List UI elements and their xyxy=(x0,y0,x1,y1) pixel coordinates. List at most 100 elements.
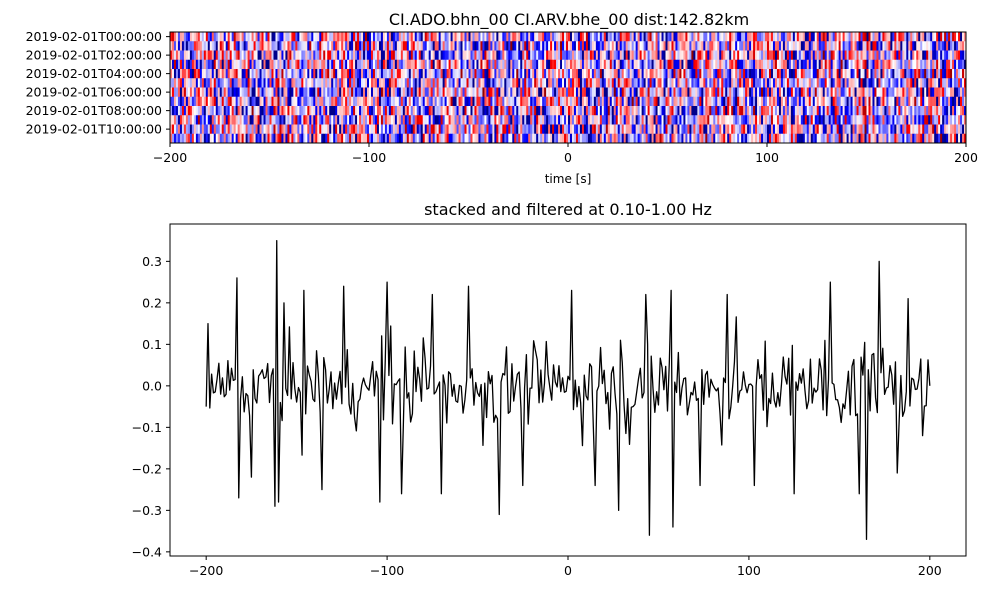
heatmap-cell xyxy=(291,32,294,42)
heatmap-cell xyxy=(484,87,487,98)
heatmap-cell xyxy=(424,87,428,98)
heatmap-cell xyxy=(424,106,428,116)
heatmap-cell xyxy=(912,50,915,61)
heatmap-cell xyxy=(460,96,463,107)
heatmap-cell xyxy=(263,50,266,61)
heatmap-cell xyxy=(603,69,607,79)
heatmap-cell xyxy=(261,133,264,144)
heatmap-cell xyxy=(888,106,891,116)
heatmap-cell xyxy=(201,78,205,88)
line-panel: stacked and filtered at 0.10-1.00 Hz −0.… xyxy=(132,200,967,578)
heatmap-cell xyxy=(591,124,595,135)
heatmap-cell xyxy=(378,69,382,79)
heatmap-cell xyxy=(950,124,953,135)
heatmap-cell xyxy=(792,115,796,125)
heatmap-cell xyxy=(506,133,509,144)
heatmap-cell xyxy=(671,59,674,70)
heatmap-cell xyxy=(323,115,326,125)
heatmap-cell xyxy=(812,115,816,125)
heatmap-cell xyxy=(649,41,652,51)
heatmap-cell xyxy=(617,133,621,144)
heatmap-cell xyxy=(806,96,810,107)
heatmap-cell xyxy=(269,87,272,98)
heatmap-cell xyxy=(506,115,509,125)
heatmap-cell xyxy=(355,96,358,107)
heatmap-cell xyxy=(914,133,917,144)
heatmap-cell xyxy=(229,106,233,116)
heatmap-cell xyxy=(355,133,358,144)
heatmap-cell xyxy=(345,87,348,98)
heatmap-cell xyxy=(386,41,390,51)
heatmap-cell xyxy=(233,124,237,135)
heatmap-cell xyxy=(193,96,197,107)
heatmap-cell xyxy=(828,69,832,79)
heatmap-cell xyxy=(878,124,881,135)
heatmap-cell xyxy=(609,133,613,144)
heatmap-cell xyxy=(420,41,424,51)
heatmap-cell xyxy=(450,96,453,107)
heatmap-cell xyxy=(361,69,364,79)
heatmap-cell xyxy=(685,50,688,61)
heatmap-cell xyxy=(896,133,899,144)
heatmap-cell xyxy=(291,133,294,144)
heatmap-cell xyxy=(468,50,471,61)
heatmap-cell xyxy=(558,50,561,61)
heatmap-cell xyxy=(786,41,790,51)
heatmap-cell xyxy=(908,106,911,116)
heatmap-cell xyxy=(207,133,211,144)
heatmap-cell xyxy=(609,41,613,51)
heatmap-cell xyxy=(357,124,360,135)
heatmap-cell xyxy=(593,69,597,79)
heatmap-cell xyxy=(243,69,247,79)
heatmap-cell xyxy=(265,106,268,116)
heatmap-cell xyxy=(410,87,414,98)
heatmap-cell xyxy=(484,78,487,88)
heatmap-cell xyxy=(924,96,927,107)
heatmap-cell xyxy=(916,59,919,70)
heatmap-cell xyxy=(492,133,495,144)
heatmap-cell xyxy=(396,50,400,61)
heatmap-cell xyxy=(942,133,945,144)
heatmap-cell xyxy=(376,133,380,144)
heatmap-cell xyxy=(737,59,740,70)
heatmap-cell xyxy=(816,78,820,88)
heatmap-cell xyxy=(396,69,400,79)
heatmap-cell xyxy=(357,96,360,107)
heatmap-cell xyxy=(486,124,489,135)
heatmap-cell xyxy=(199,32,203,42)
heatmap-cell xyxy=(209,96,213,107)
heatmap-cell xyxy=(691,106,694,116)
heatmap-cell xyxy=(673,78,676,88)
heatmap-cell xyxy=(283,41,286,51)
heatmap-cell xyxy=(319,87,322,98)
heatmap-cell xyxy=(508,106,511,116)
heatmap-cell xyxy=(500,133,503,144)
heatmap-cell xyxy=(414,32,418,42)
heatmap-cell xyxy=(571,115,575,125)
heatmap-cell xyxy=(482,50,485,61)
heatmap-cell xyxy=(241,124,245,135)
heatmap-cell xyxy=(430,133,434,144)
heatmap-cell xyxy=(663,96,666,107)
heatmap-cell xyxy=(365,32,368,42)
heatmap-cell xyxy=(721,50,724,61)
heatmap-cell xyxy=(599,41,603,51)
heatmap-cell xyxy=(245,124,249,135)
heatmap-cell xyxy=(480,133,483,144)
heatmap-cell xyxy=(830,41,834,51)
heatmap-cell xyxy=(301,87,304,98)
heatmap-cell xyxy=(906,96,909,107)
heatmap-cell xyxy=(289,87,292,98)
heatmap-cell xyxy=(558,115,561,125)
heatmap-cell xyxy=(484,69,487,79)
heatmap-cell xyxy=(191,69,195,79)
heatmap-cell xyxy=(486,69,489,79)
heatmap-cell xyxy=(954,115,957,125)
heatmap-cell xyxy=(307,41,310,51)
heatmap-cell xyxy=(285,124,288,135)
heatmap-cell xyxy=(611,115,615,125)
heatmap-cell xyxy=(376,78,380,88)
heatmap-cell xyxy=(548,59,551,70)
heatmap-cell xyxy=(741,41,744,51)
heatmap-cell xyxy=(916,41,919,51)
